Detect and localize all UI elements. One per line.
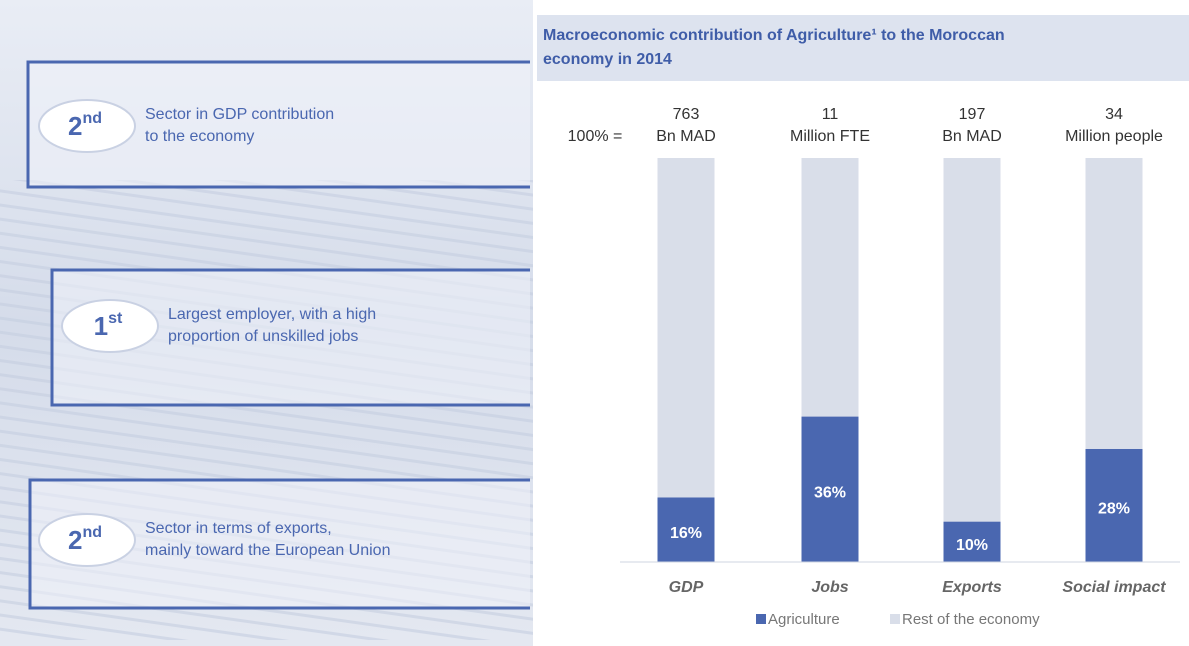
chart-title: economy in 2014	[543, 51, 672, 68]
total-value: 11	[822, 106, 839, 123]
bar-segment	[801, 416, 859, 562]
value-label: 16%	[670, 525, 702, 542]
category-label: GDP	[669, 579, 704, 596]
rank-badge	[61, 299, 159, 353]
bar-segment	[801, 158, 859, 417]
legend-swatch	[756, 614, 766, 624]
bar-segment	[657, 158, 715, 498]
value-label: 10%	[956, 537, 988, 554]
chart-title: Macroeconomic contribution of Agricultur…	[543, 27, 1005, 44]
rank: 1st	[94, 310, 123, 341]
category-label: Social impact	[1062, 579, 1166, 596]
legend-swatch	[890, 614, 900, 624]
chart-header	[537, 15, 1189, 81]
total-value: 197	[959, 106, 986, 123]
highlight-text: Sector in GDP contribution	[145, 106, 334, 123]
value-label: 28%	[1098, 501, 1130, 518]
category-label: Exports	[942, 579, 1002, 596]
rank-suffix: st	[108, 310, 123, 327]
total-unit: Bn MAD	[942, 128, 1002, 145]
highlight-border	[28, 478, 530, 610]
rank-badge	[38, 513, 136, 567]
total-unit: Million FTE	[790, 128, 870, 145]
rank: 2nd	[68, 110, 102, 141]
total-unit: Bn MAD	[656, 128, 716, 145]
highlight-text: Sector in terms of exports,	[145, 520, 332, 537]
highlight-border	[50, 268, 530, 407]
rank-suffix: nd	[82, 524, 102, 541]
rank-suffix: nd	[82, 110, 102, 127]
rank-number: 1	[94, 311, 108, 341]
bar-segment	[1085, 158, 1143, 449]
total-value: 763	[673, 106, 700, 123]
bar-segment	[657, 497, 715, 562]
total-unit: Million people	[1065, 128, 1163, 145]
highlight-border	[26, 60, 530, 189]
total-prefix: 100% =	[568, 128, 623, 145]
value-label: 36%	[814, 484, 846, 501]
bar-segment	[1085, 448, 1143, 562]
rank-number: 2	[68, 111, 82, 141]
highlight-text: to the economy	[145, 128, 254, 145]
highlight-text: Largest employer, with a high	[168, 306, 376, 323]
total-value: 34	[1105, 106, 1123, 123]
highlight-text: proportion of unskilled jobs	[168, 328, 358, 345]
legend-label: Agriculture	[768, 611, 840, 628]
category-label: Jobs	[811, 579, 848, 596]
legend-label: Rest of the economy	[902, 611, 1040, 628]
bar-segment	[943, 158, 1001, 522]
rank-number: 2	[68, 525, 82, 555]
rank: 2nd	[68, 524, 102, 555]
highlight-text: mainly toward the European Union	[145, 542, 390, 559]
bar-segment	[943, 521, 1001, 562]
rank-badge	[38, 99, 136, 153]
